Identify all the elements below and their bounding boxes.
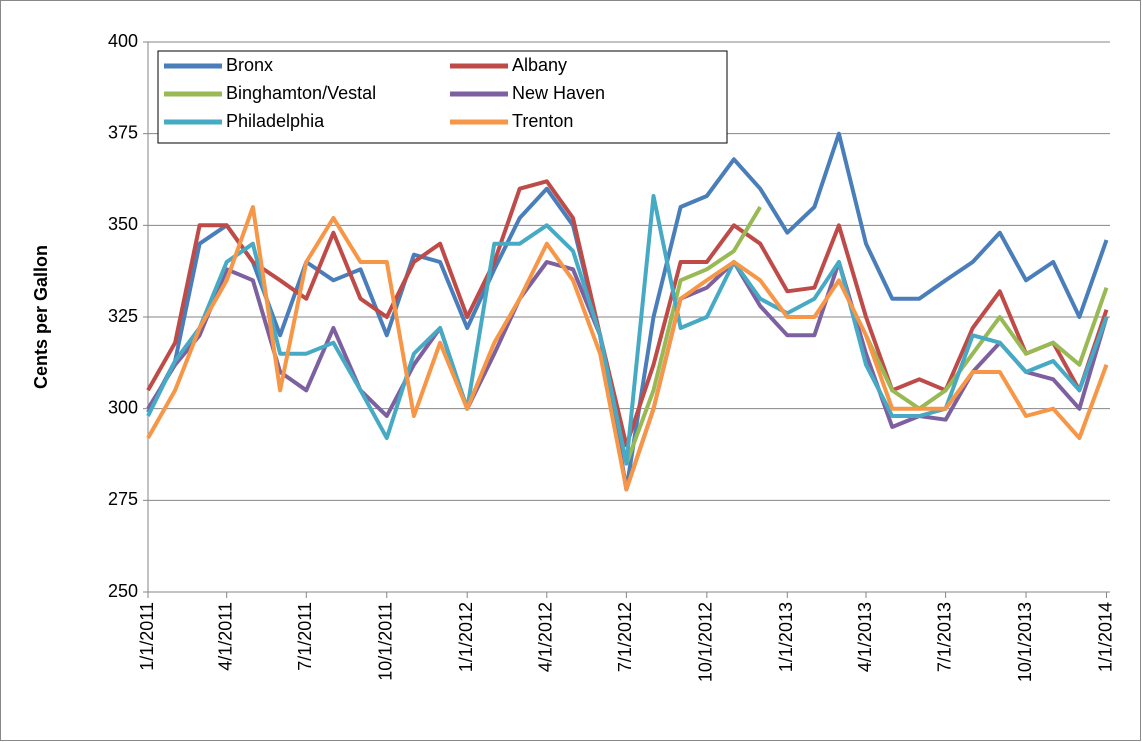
- series-line: [624, 205, 1109, 465]
- x-tick-label: 7/1/2012: [615, 602, 635, 672]
- legend-box: [157, 50, 728, 144]
- legend-label: Albany: [512, 55, 567, 75]
- x-tick-label: 7/1/2013: [934, 602, 954, 672]
- y-tick-label: 325: [108, 306, 138, 326]
- legend-label: Philadelphia: [226, 111, 325, 131]
- x-tick-label: 1/1/2012: [456, 602, 476, 672]
- x-tick-label: 4/1/2013: [855, 602, 875, 672]
- x-tick-label: 1/1/2011: [137, 602, 157, 671]
- y-tick-label: 400: [108, 31, 138, 51]
- x-tick-label: 10/1/2012: [696, 602, 716, 682]
- y-tick-label: 300: [108, 397, 138, 417]
- y-tick-label: 250: [108, 581, 138, 601]
- legend-label: New Haven: [512, 83, 605, 103]
- legend-label: Trenton: [512, 111, 573, 131]
- y-tick-label: 350: [108, 214, 138, 234]
- x-tick-label: 10/1/2011: [376, 602, 396, 681]
- x-tick-label: 4/1/2011: [215, 602, 235, 671]
- legend-label: Binghamton/Vestal: [226, 83, 376, 103]
- x-tick-label: 7/1/2011: [295, 602, 315, 671]
- y-tick-label: 375: [108, 122, 138, 142]
- series-line: [146, 205, 1109, 492]
- x-tick-label: 1/1/2014: [1095, 602, 1115, 672]
- x-tick-label: 4/1/2012: [536, 602, 556, 672]
- legend-label: Bronx: [226, 55, 273, 75]
- x-tick-label: 1/1/2013: [776, 602, 796, 672]
- x-tick-label: 10/1/2013: [1015, 602, 1035, 682]
- y-axis-title: Cents per Gallon: [31, 245, 51, 389]
- y-tick-label: 275: [108, 489, 138, 509]
